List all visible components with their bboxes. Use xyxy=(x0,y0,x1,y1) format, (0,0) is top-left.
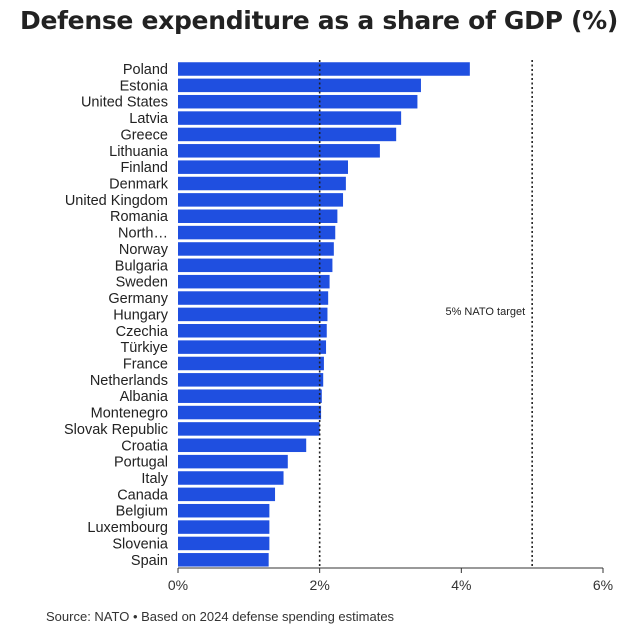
bar xyxy=(178,160,348,174)
category-label: Montenegro xyxy=(91,406,168,422)
category-label: Poland xyxy=(123,62,168,78)
category-label: Canada xyxy=(117,487,169,503)
bar xyxy=(178,127,397,142)
category-label: Slovak Republic xyxy=(64,422,168,438)
category-label: Slovenia xyxy=(112,536,169,552)
bar xyxy=(178,176,346,191)
bar xyxy=(178,503,270,518)
category-label: Greece xyxy=(120,127,168,143)
bar xyxy=(178,389,322,403)
category-label: Estonia xyxy=(120,78,169,94)
category-label: Germany xyxy=(108,291,168,307)
bar xyxy=(178,307,328,322)
bar xyxy=(178,471,284,485)
bar xyxy=(178,553,269,567)
category-label: Czechia xyxy=(116,324,169,340)
bar xyxy=(178,340,327,354)
category-label: Sweden xyxy=(116,275,168,291)
category-label: France xyxy=(123,356,168,372)
bar xyxy=(178,356,324,371)
category-label: United Kingdom xyxy=(65,193,168,209)
bar xyxy=(178,209,338,223)
category-label: Spain xyxy=(131,553,168,569)
category-label: Lithuania xyxy=(109,144,169,160)
category-label: Belgium xyxy=(116,504,168,520)
bar xyxy=(178,487,276,502)
category-label: Türkiye xyxy=(120,340,168,356)
bar xyxy=(178,373,324,387)
bar xyxy=(178,242,334,256)
bar xyxy=(178,422,320,436)
x-tick-label: 0% xyxy=(168,577,188,593)
category-label: Norway xyxy=(119,242,169,258)
category-label: Latvia xyxy=(129,111,169,127)
category-label: United States xyxy=(81,95,168,111)
chart-title: Defense expenditure as a share of GDP (%… xyxy=(20,6,619,35)
bar xyxy=(178,193,344,207)
bar xyxy=(178,225,336,240)
category-label: Portugal xyxy=(114,455,168,471)
category-label: Bulgaria xyxy=(115,258,169,274)
category-label: Denmark xyxy=(109,177,169,193)
category-label: Luxembourg xyxy=(87,520,168,536)
x-tick-label: 4% xyxy=(451,577,471,593)
bar xyxy=(178,144,380,158)
reference-line-label: 5% NATO target xyxy=(445,306,525,318)
bar xyxy=(178,62,470,76)
category-label: Albania xyxy=(120,389,169,405)
x-tick-label: 2% xyxy=(310,577,330,593)
bar xyxy=(178,405,322,420)
bar xyxy=(178,291,329,305)
bar xyxy=(178,258,333,273)
bar xyxy=(178,94,418,109)
bar xyxy=(178,536,270,551)
bar xyxy=(178,324,327,338)
source-note: Source: NATO • Based on 2024 defense spe… xyxy=(46,609,395,624)
category-label: North… xyxy=(118,226,168,242)
bar xyxy=(178,520,270,534)
bar xyxy=(178,438,307,453)
x-tick-label: 6% xyxy=(593,577,613,593)
category-label: Romania xyxy=(110,209,169,225)
category-label: Hungary xyxy=(113,307,169,323)
bar xyxy=(178,78,421,93)
bar xyxy=(178,274,330,289)
category-label: Croatia xyxy=(121,438,169,454)
category-label: Netherlands xyxy=(90,373,168,389)
bar xyxy=(178,111,402,125)
category-label: Finland xyxy=(120,160,168,176)
category-label: Italy xyxy=(141,471,168,487)
bar xyxy=(178,454,288,469)
